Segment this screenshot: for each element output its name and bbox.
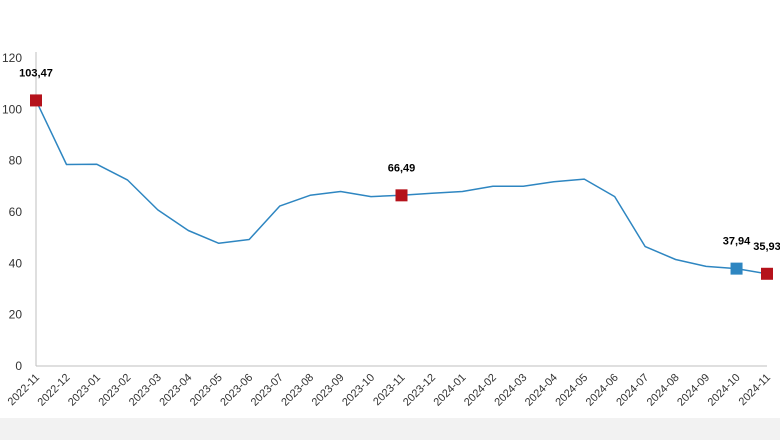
x-tick-label: 2023-07 <box>249 372 286 409</box>
x-tick-label: 2023-09 <box>310 372 347 409</box>
x-tick-label: 2024-06 <box>584 372 621 409</box>
x-tick-label: 2023-02 <box>96 372 133 409</box>
x-tick-label: 2024-10 <box>706 372 743 409</box>
x-tick-label: 2024-09 <box>675 372 712 409</box>
y-tick-label: 120 <box>2 51 22 65</box>
highlight-markers: 103,47 66,49 37,94 35,93 <box>19 67 780 280</box>
data-label: 35,93 <box>753 241 780 253</box>
x-tick-label: 2024-11 <box>737 372 773 408</box>
y-tick-label: 80 <box>9 154 23 168</box>
bottom-band <box>0 418 780 440</box>
data-marker <box>30 94 42 107</box>
x-tick-label: 2024-07 <box>614 372 651 409</box>
x-tick-label: 2024-05 <box>553 372 590 409</box>
data-label: 37,94 <box>723 236 751 248</box>
y-tick-label: 0 <box>15 359 22 373</box>
x-tick-label: 2023-03 <box>127 372 164 409</box>
x-tick-label: 2024-04 <box>523 372 560 409</box>
data-label: 66,49 <box>388 162 416 174</box>
y-tick-label: 60 <box>9 205 23 219</box>
x-tick-label: 2024-01 <box>432 372 469 409</box>
y-axis: 0 20 40 60 80 100 120 <box>2 51 37 373</box>
y-tick-label: 40 <box>9 256 23 270</box>
x-tick-label: 2023-12 <box>401 372 438 409</box>
x-tick-label: 2023-01 <box>66 372 103 409</box>
x-tick-label: 2023-08 <box>279 372 316 409</box>
x-tick-label: 2024-08 <box>645 372 682 409</box>
y-tick-label: 100 <box>2 102 22 116</box>
x-tick-label: 2023-06 <box>218 372 255 409</box>
x-tick-label: 2024-03 <box>492 372 529 409</box>
data-label: 103,47 <box>19 67 53 79</box>
x-tick-label: 2023-10 <box>340 372 377 409</box>
data-marker <box>395 189 408 202</box>
x-tick-label: 2022-12 <box>36 372 73 409</box>
x-tick-label: 2024-02 <box>462 372 499 409</box>
y-tick-label: 20 <box>9 308 23 322</box>
x-tick-label: 2023-05 <box>188 372 225 409</box>
x-axis: 2022-112022-122023-012023-022023-032023-… <box>6 365 773 409</box>
x-tick-label: 2023-04 <box>157 372 194 409</box>
data-marker <box>761 267 773 280</box>
series-line <box>35 100 768 275</box>
series-polyline <box>35 100 768 275</box>
data-marker <box>730 262 743 275</box>
